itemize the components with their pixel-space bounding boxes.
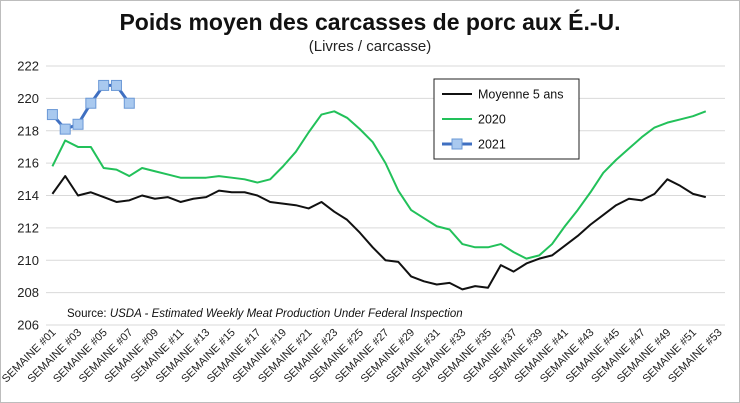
source-prefix: Source: <box>67 308 110 320</box>
data-point-2021 <box>46 109 58 121</box>
y-tick-label: 222 <box>17 59 39 74</box>
data-point-2021 <box>72 118 84 130</box>
y-tick-label: 216 <box>17 156 39 171</box>
y-tick-label: 214 <box>17 188 39 203</box>
legend-label-2021: 2021 <box>478 138 506 152</box>
data-point-2021 <box>98 79 110 91</box>
y-tick-label: 208 <box>17 285 39 300</box>
chart-title: Poids moyen des carcasses de porc aux É.… <box>119 9 621 35</box>
data-point-2021 <box>110 79 122 91</box>
data-point-2021 <box>85 97 97 109</box>
source-text: USDA - Estimated Weekly Meat Production … <box>110 308 463 320</box>
series-line-2020 <box>51 110 707 260</box>
legend-marker-2021 <box>451 138 463 150</box>
legend-label-2020: 2020 <box>478 113 506 127</box>
data-point-2021 <box>123 97 135 109</box>
legend: Moyenne 5 ans 2020 2021 <box>433 78 580 160</box>
series-line-moyenne-5-ans <box>51 175 707 291</box>
gridlines <box>46 65 725 326</box>
y-tick-label: 218 <box>17 123 39 138</box>
y-tick-label: 206 <box>17 318 39 333</box>
y-tick-label: 210 <box>17 253 39 268</box>
series-lines <box>46 79 707 291</box>
legend-label-moyenne-5-ans: Moyenne 5 ans <box>478 88 563 102</box>
source-note: Source: USDA - Estimated Weekly Meat Pro… <box>67 308 463 320</box>
data-point-2021 <box>59 123 71 135</box>
chart-subtitle: (Livres / carcasse) <box>308 38 432 55</box>
y-tick-label: 220 <box>17 91 39 106</box>
y-axis-ticks: 206 208 210 212 214 216 218 220 222 <box>17 59 39 333</box>
y-tick-label: 212 <box>17 220 39 235</box>
